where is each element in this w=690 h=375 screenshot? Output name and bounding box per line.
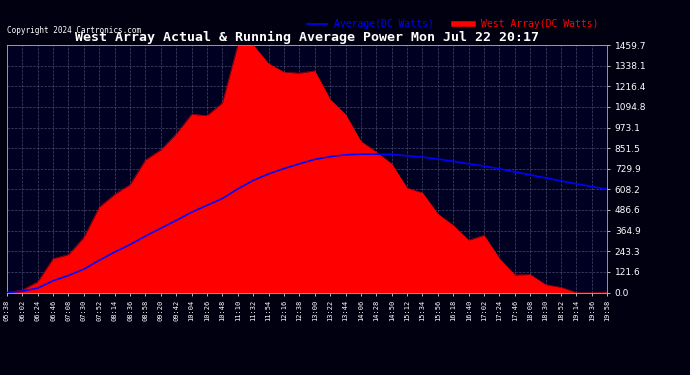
Legend: Average(DC Watts), West Array(DC Watts): Average(DC Watts), West Array(DC Watts): [304, 15, 602, 33]
Text: Copyright 2024 Cartronics.com: Copyright 2024 Cartronics.com: [7, 26, 141, 35]
Title: West Array Actual & Running Average Power Mon Jul 22 20:17: West Array Actual & Running Average Powe…: [75, 31, 539, 44]
